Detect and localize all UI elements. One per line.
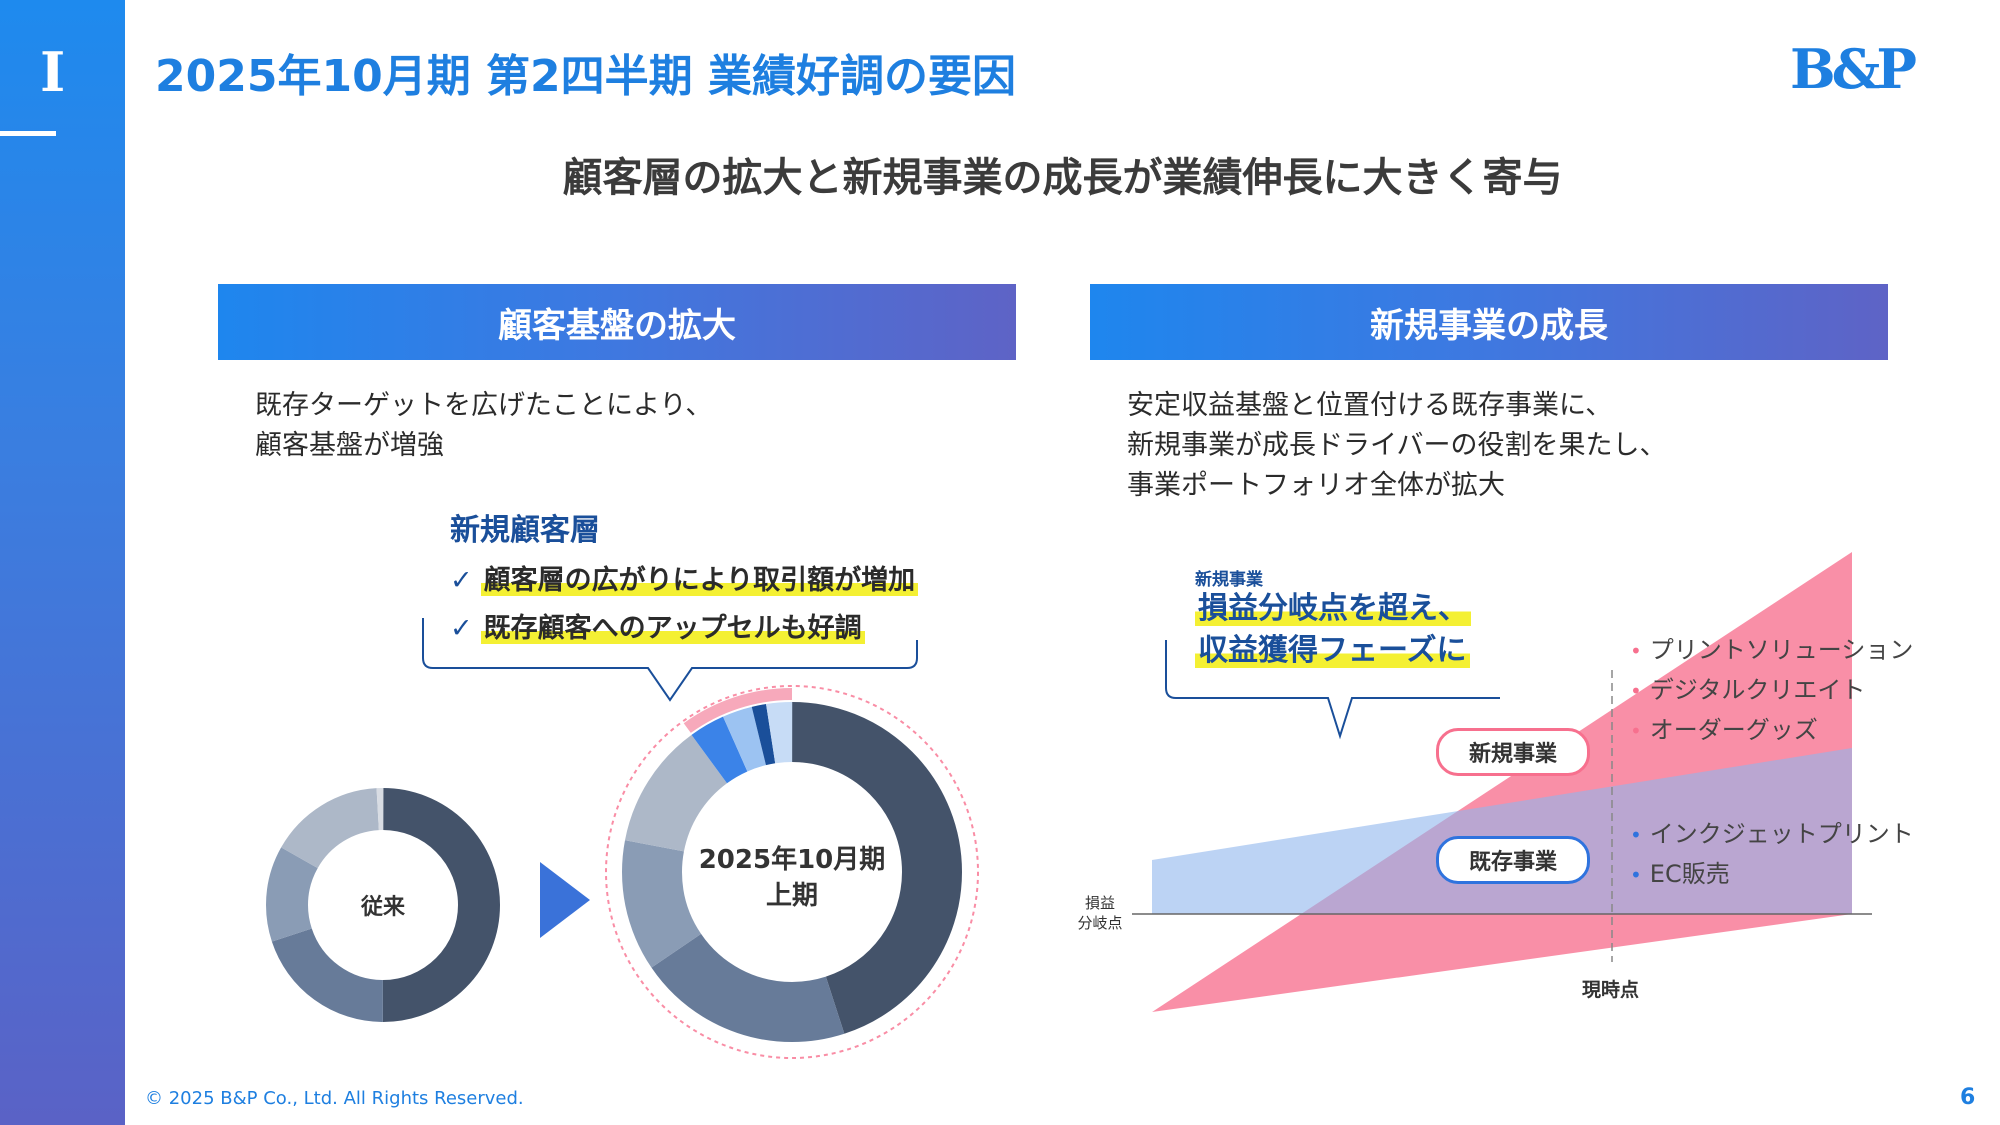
new-business-item-text: デジタルクリエイト xyxy=(1649,676,1866,704)
sidebar-rule xyxy=(0,131,56,136)
existing-business-pill: 既存事業 xyxy=(1436,836,1590,884)
headline: 顧客層の拡大と新規事業の成長が業績伸長に大きく寄与 xyxy=(562,155,1563,201)
donut-after xyxy=(605,685,979,1059)
bullet-icon: • xyxy=(1630,719,1642,743)
arrow-right-icon xyxy=(540,862,590,938)
speech-bracket xyxy=(1165,640,1500,740)
breakeven-label-line: 分岐点 xyxy=(1077,914,1123,932)
new-business-item-text: オーダーグッズ xyxy=(1649,716,1818,744)
customer-base-heading: 顧客基盤の拡大 xyxy=(218,284,1016,360)
bullet-icon: • xyxy=(1630,863,1642,887)
new-business-heading: 新規事業の成長 xyxy=(1090,284,1888,360)
bullet-icon: • xyxy=(1630,679,1642,703)
existing-business-pill-text: 既存事業 xyxy=(1468,850,1557,875)
new-business-item-text: プリントソリューション xyxy=(1649,636,1914,664)
logo-text: B&P xyxy=(1790,37,1916,101)
bullet-icon: • xyxy=(1630,639,1642,663)
description-line: 新規事業が成長ドライバーの役割を果たし、 xyxy=(1127,430,1667,461)
donut-before xyxy=(266,788,500,1022)
new-business-items: • プリントソリューション • デジタルクリエイト • オーダーグッズ xyxy=(1630,630,1913,750)
check-item: ✓ 既存顧客へのアップセルも好調 xyxy=(450,606,865,645)
copyright: © 2025 B&P Co., Ltd. All Rights Reserved… xyxy=(145,1088,524,1109)
checkmark-icon: ✓ xyxy=(450,565,473,596)
breakeven-label-line: 損益 xyxy=(1084,894,1115,912)
page-number: 6 xyxy=(1960,1085,1976,1110)
sidebar: I xyxy=(0,0,125,1125)
customer-base-description: 既存ターゲットを広げたことにより、 顧客基盤が増強 xyxy=(255,386,712,466)
new-segment-title: 新規顧客層 xyxy=(450,513,600,548)
new-business-pill: 新規事業 xyxy=(1436,728,1590,776)
callout-line: 損益分岐点を超え、 xyxy=(1195,591,1471,626)
donut-after-label: 2025年10月期 上期 xyxy=(672,842,912,914)
bullet-icon: • xyxy=(1630,823,1642,847)
donut-after-label-line: 2025年10月期 xyxy=(698,845,886,875)
existing-business-item: • インクジェットプリント xyxy=(1630,814,1914,854)
donut-before-label: 従来 xyxy=(360,895,405,920)
customer-donut-graphics xyxy=(266,618,979,1059)
existing-business-item: • EC販売 xyxy=(1630,854,1914,894)
existing-business-item-text: インクジェットプリント xyxy=(1649,820,1914,848)
company-logo: B&P xyxy=(1790,37,1920,101)
existing-business-area xyxy=(1152,748,1852,914)
checkmark-icon: ✓ xyxy=(450,613,473,644)
current-point-label: 現時点 xyxy=(1582,979,1640,1001)
new-business-item: • デジタルクリエイト xyxy=(1630,670,1913,710)
callout-line: 収益獲得フェーズに xyxy=(1195,633,1470,668)
callout-small-label: 新規事業 xyxy=(1195,570,1263,590)
donut-after-label-line: 上期 xyxy=(765,881,818,911)
check-item-text: 既存顧客へのアップセルも好調 xyxy=(480,613,865,644)
new-business-description: 安定収益基盤と位置付ける既存事業に、 新規事業が成長ドライバーの役割を果たし、 … xyxy=(1127,386,1666,506)
existing-business-items: • インクジェットプリント • EC販売 xyxy=(1630,814,1914,894)
description-line: 事業ポートフォリオ全体が拡大 xyxy=(1127,470,1505,501)
speech-bracket xyxy=(422,618,918,702)
description-line: 安定収益基盤と位置付ける既存事業に、 xyxy=(1127,390,1613,421)
description-line: 既存ターゲットを広げたことにより、 xyxy=(255,390,713,421)
page-title: 2025年10月期 第2四半期 業績好調の要因 xyxy=(155,51,1016,102)
check-item: ✓ 顧客層の広がりにより取引額が増加 xyxy=(450,558,919,597)
growth-diagram xyxy=(1132,552,1872,1012)
section-numeral: I xyxy=(40,40,66,104)
new-business-item: • プリントソリューション xyxy=(1630,630,1913,670)
breakeven-label: 損益 分岐点 xyxy=(1070,893,1130,933)
new-business-pill-text: 新規事業 xyxy=(1468,742,1557,767)
customer-base-heading-text: 顧客基盤の拡大 xyxy=(498,305,736,346)
new-business-heading-text: 新規事業の成長 xyxy=(1370,305,1608,346)
existing-business-item-text: EC販売 xyxy=(1649,860,1730,888)
description-line: 顧客基盤が増強 xyxy=(255,430,444,461)
callout-text: 損益分岐点を超え、 収益獲得フェーズに xyxy=(1195,588,1471,672)
new-business-item: • オーダーグッズ xyxy=(1630,710,1913,750)
check-item-text: 顧客層の広がりにより取引額が増加 xyxy=(480,565,919,596)
